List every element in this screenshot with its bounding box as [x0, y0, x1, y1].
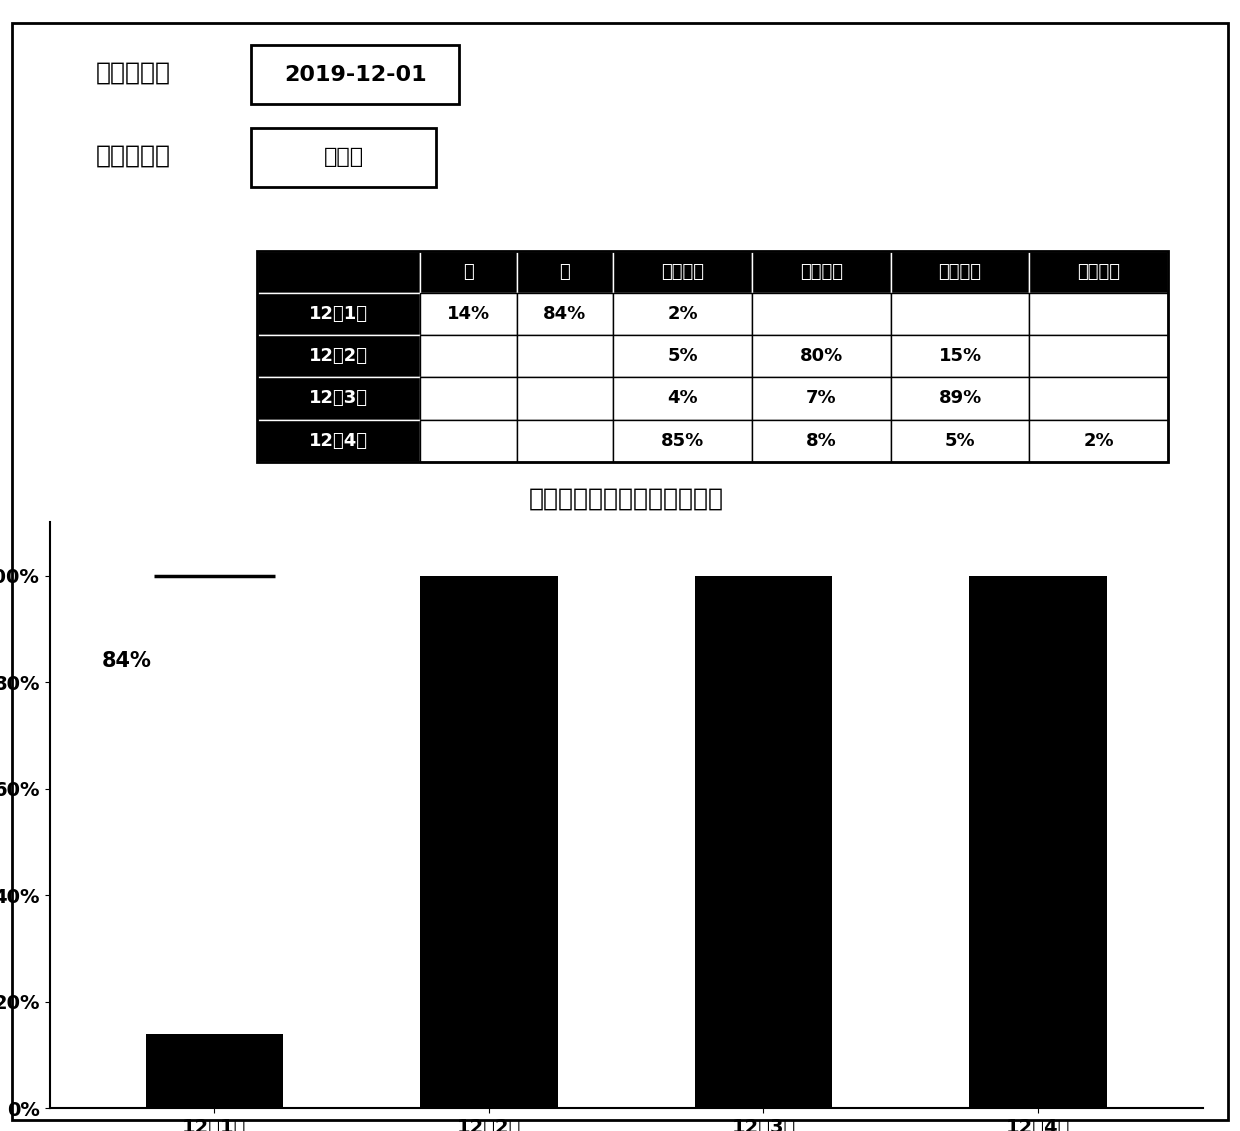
Text: 14%: 14%	[446, 305, 490, 323]
Bar	[613, 293, 751, 335]
Bar	[1029, 251, 1168, 293]
Bar	[751, 251, 890, 293]
Text: 12月1日: 12月1日	[309, 305, 368, 323]
Bar	[146, 1034, 283, 1108]
Bar	[613, 378, 751, 420]
Text: 5%: 5%	[945, 432, 976, 450]
Bar	[517, 251, 613, 293]
Bar	[613, 420, 751, 461]
Bar	[890, 420, 1029, 461]
Text: 轻度污染: 轻度污染	[661, 262, 704, 280]
Bar	[751, 378, 890, 420]
Bar	[420, 251, 517, 293]
Text: 优: 优	[463, 262, 474, 280]
Bar	[517, 378, 613, 420]
Text: 84%: 84%	[543, 305, 587, 323]
Text: 85%: 85%	[661, 432, 704, 450]
Bar	[420, 335, 517, 378]
Bar	[751, 335, 890, 378]
Text: 监测站点：: 监测站点：	[95, 144, 171, 167]
Text: 80%: 80%	[800, 347, 843, 365]
Text: 12月3日: 12月3日	[309, 389, 368, 407]
Bar	[890, 293, 1029, 335]
Title: 空气质量指数级别概率预报图: 空气质量指数级别概率预报图	[528, 486, 724, 511]
Bar	[257, 293, 420, 335]
FancyBboxPatch shape	[252, 128, 436, 187]
Bar	[1029, 335, 1168, 378]
Bar	[257, 251, 420, 293]
Text: 4%: 4%	[667, 389, 698, 407]
Text: 奥森站: 奥森站	[324, 147, 363, 167]
Bar	[257, 420, 420, 461]
Text: 严重污染: 严重污染	[1078, 262, 1120, 280]
Bar	[517, 420, 613, 461]
Text: 2019-12-01: 2019-12-01	[284, 64, 427, 85]
Bar	[751, 293, 890, 335]
FancyBboxPatch shape	[252, 45, 459, 104]
Bar	[257, 251, 1168, 461]
Text: 2%: 2%	[1084, 432, 1114, 450]
Bar	[613, 251, 751, 293]
Bar	[890, 335, 1029, 378]
Bar	[1029, 420, 1168, 461]
Text: 2%: 2%	[667, 305, 698, 323]
Bar	[751, 420, 890, 461]
Bar	[970, 576, 1107, 1108]
Bar	[420, 378, 517, 420]
Bar	[517, 293, 613, 335]
Text: 起报时间：: 起报时间：	[95, 61, 171, 85]
Bar	[1029, 378, 1168, 420]
Bar	[1029, 293, 1168, 335]
Bar	[257, 378, 420, 420]
Text: 12月4日: 12月4日	[309, 432, 368, 450]
Text: 重度污染: 重度污染	[939, 262, 982, 280]
Bar	[694, 576, 832, 1108]
Bar	[890, 378, 1029, 420]
Text: 84%: 84%	[102, 650, 151, 671]
Bar	[420, 293, 517, 335]
Text: 12月2日: 12月2日	[309, 347, 368, 365]
Text: 5%: 5%	[667, 347, 698, 365]
Bar	[890, 251, 1029, 293]
Text: 15%: 15%	[939, 347, 982, 365]
Bar	[420, 576, 558, 1108]
Bar	[517, 335, 613, 378]
Text: 8%: 8%	[806, 432, 837, 450]
Text: 良: 良	[559, 262, 570, 280]
Text: 89%: 89%	[939, 389, 982, 407]
Bar	[613, 335, 751, 378]
Text: 中度污染: 中度污染	[800, 262, 843, 280]
Text: 7%: 7%	[806, 389, 837, 407]
Bar	[257, 335, 420, 378]
Bar	[420, 420, 517, 461]
